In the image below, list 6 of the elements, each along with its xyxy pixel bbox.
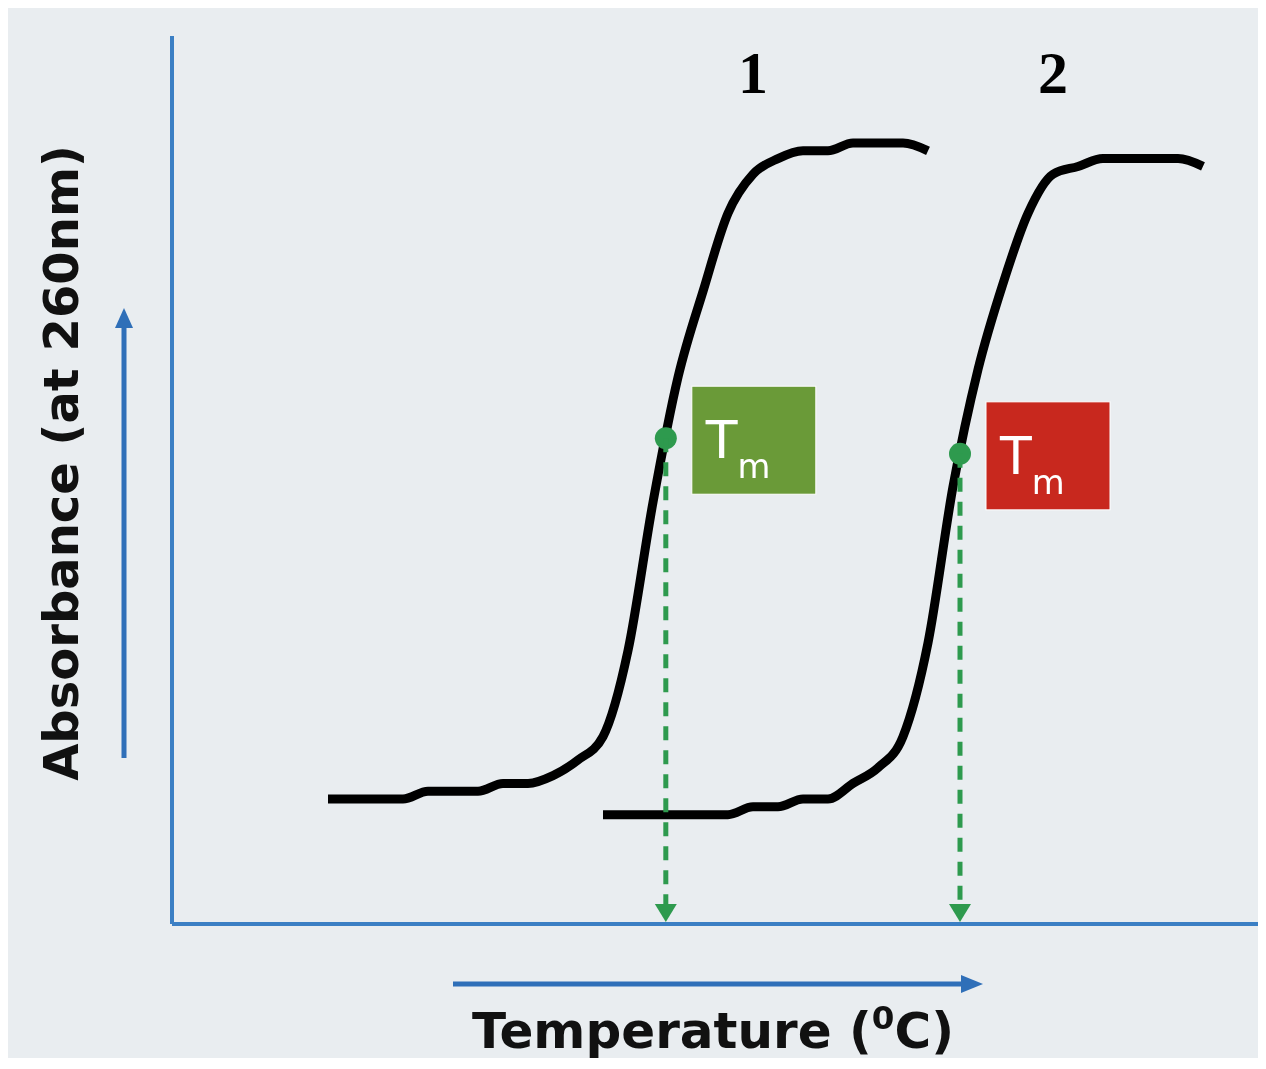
series-label: 2 — [1038, 40, 1068, 106]
series-label: 1 — [738, 40, 768, 106]
annotation: T$_{m}$ — [704, 410, 771, 486]
x-axis-title: Temperature ($^{0}$C) — [471, 999, 955, 1060]
annotation: T$_{m}$ — [999, 425, 1065, 502]
y-axis-title: Absorbance (at 260nm) — [33, 145, 89, 781]
